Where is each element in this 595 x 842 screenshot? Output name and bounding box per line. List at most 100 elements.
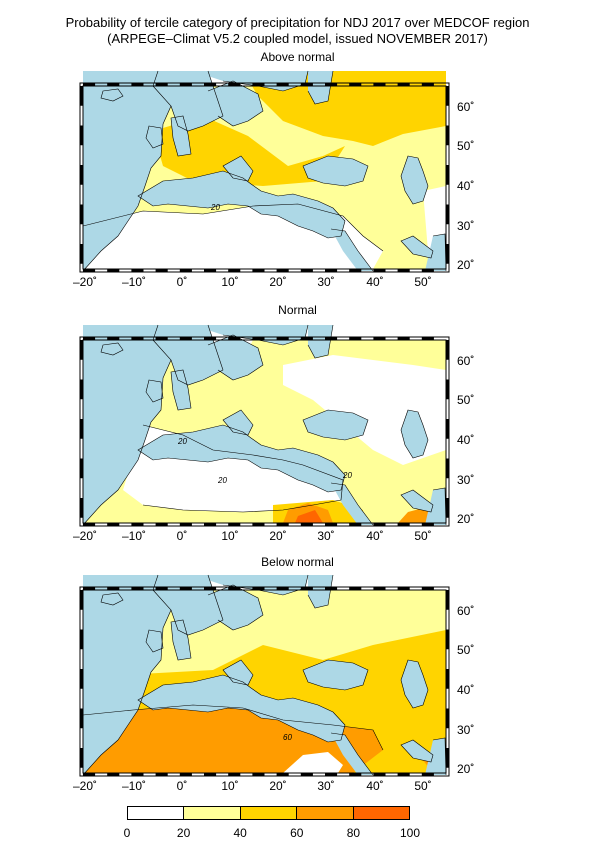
frame-tick-mark [80, 379, 83, 400]
y-tick-label: 40˚ [457, 179, 475, 193]
contour-20 [142, 424, 344, 513]
frame-tick-mark [80, 340, 83, 360]
frame-tick-mark [446, 340, 449, 360]
frame-tick-mark [131, 587, 144, 590]
frame-tick-mark [446, 165, 449, 185]
panel-title-below: Below normal [261, 555, 334, 569]
x-tick-label: 0˚ [176, 529, 188, 543]
frame-tick-mark [300, 773, 313, 776]
x-tick-label: –20˚ [72, 529, 98, 543]
frame-tick-mark [228, 773, 241, 776]
frame-tick-mark [179, 83, 192, 86]
contour-label-3: 20 [342, 471, 352, 480]
frame-tick-mark [131, 337, 144, 340]
x-tick-label: 40˚ [366, 779, 384, 793]
frame-tick-mark [83, 523, 96, 526]
frame-tick-mark [107, 587, 120, 590]
frame-tick-mark [155, 587, 168, 590]
frame-tick-mark [252, 587, 265, 590]
x-tick-label: 30˚ [317, 779, 335, 793]
frame-tick-mark [446, 498, 449, 518]
frame-tick-mark [276, 337, 289, 340]
frame-tick-mark [204, 773, 217, 776]
frame-tick-mark [397, 83, 410, 86]
frame-tick-mark [373, 773, 386, 776]
frame-tick-mark [107, 337, 120, 340]
frame-tick-mark [276, 83, 289, 86]
frame-tick-mark [83, 269, 96, 272]
frame-tick-mark [80, 86, 83, 106]
frame-tick-mark [131, 523, 144, 526]
frame-tick-mark [80, 498, 83, 518]
frame-checker-pattern [80, 83, 449, 776]
frame-tick-mark [80, 590, 83, 610]
colorbar-swatch [240, 807, 298, 819]
contour-20 [82, 203, 384, 252]
x-tick-label: 0˚ [176, 275, 188, 289]
frame-tick-mark [179, 337, 192, 340]
frame-tick-mark [421, 773, 434, 776]
frame-tick-mark [349, 773, 362, 776]
frame-tick-mark [373, 269, 386, 272]
y-tick-label: 50˚ [457, 643, 475, 657]
y-tick-label: 50˚ [457, 139, 475, 153]
y-tick-label: 30˚ [457, 219, 475, 233]
frame-tick-mark [373, 523, 386, 526]
frame-tick-mark [276, 587, 289, 590]
frame-tick-mark [446, 244, 449, 264]
x-tick-label: 10˚ [221, 275, 239, 289]
y-tick-label: 60˚ [457, 604, 475, 618]
frame-tick-mark [373, 587, 386, 590]
frame-tick-mark [397, 337, 410, 340]
y-tick-label: 60˚ [457, 354, 475, 368]
x-tick-label: 0˚ [176, 779, 188, 793]
x-tick-label: 50˚ [414, 529, 432, 543]
region-40-60-north [243, 71, 446, 146]
frame-tick-mark [80, 204, 83, 225]
colorbar-tick-label: 20 [176, 826, 191, 840]
x-tick-label: 50˚ [414, 779, 432, 793]
y-tick-label: 50˚ [457, 393, 475, 407]
frame-tick-mark [325, 587, 338, 590]
contour-label-1: 20 [177, 437, 187, 446]
x-tick-label: –10˚ [121, 779, 147, 793]
x-tick-label: 30˚ [317, 529, 335, 543]
frame-tick-mark [446, 379, 449, 400]
frame-tick-mark [80, 669, 83, 689]
frame-tick-mark [300, 337, 313, 340]
colorbar-tick-label: 60 [290, 826, 304, 840]
frame-tick-mark [446, 748, 449, 768]
frame-tick-mark [155, 523, 168, 526]
colorbar-tick-label: 0 [123, 826, 131, 840]
y-tick-label: 40˚ [457, 683, 475, 697]
y-tick-label: 60˚ [457, 100, 475, 114]
frame-tick-mark [300, 269, 313, 272]
x-tick-label: –20˚ [72, 779, 98, 793]
panel-title-normal: Normal [278, 303, 317, 317]
frame-tick-mark [325, 773, 338, 776]
frame-tick-mark [204, 587, 217, 590]
frame-tick-mark [276, 773, 289, 776]
frame-tick-mark [421, 269, 434, 272]
colorbar-swatch [128, 807, 185, 819]
frame-tick-mark [228, 587, 241, 590]
frame-tick-mark [80, 748, 83, 768]
frame-tick-mark [107, 773, 120, 776]
contour-label: 60 [283, 733, 292, 742]
colorbar-swatch [353, 807, 410, 819]
frame-tick-mark [397, 773, 410, 776]
frame-tick-mark [397, 523, 410, 526]
colorbar [127, 806, 410, 820]
x-tick-label: 20˚ [269, 779, 287, 793]
frame-tick-mark [179, 269, 192, 272]
x-tick-label: 20˚ [269, 529, 287, 543]
frame-tick-mark [179, 587, 192, 590]
x-tick-label: –20˚ [72, 275, 98, 289]
x-tick-label: –10˚ [121, 275, 147, 289]
frame-tick-mark [300, 83, 313, 86]
frame-tick-mark [228, 83, 241, 86]
frame-tick-mark [446, 590, 449, 610]
frame-tick-mark [276, 269, 289, 272]
frame-tick-mark [179, 523, 192, 526]
frame-tick-mark [349, 269, 362, 272]
